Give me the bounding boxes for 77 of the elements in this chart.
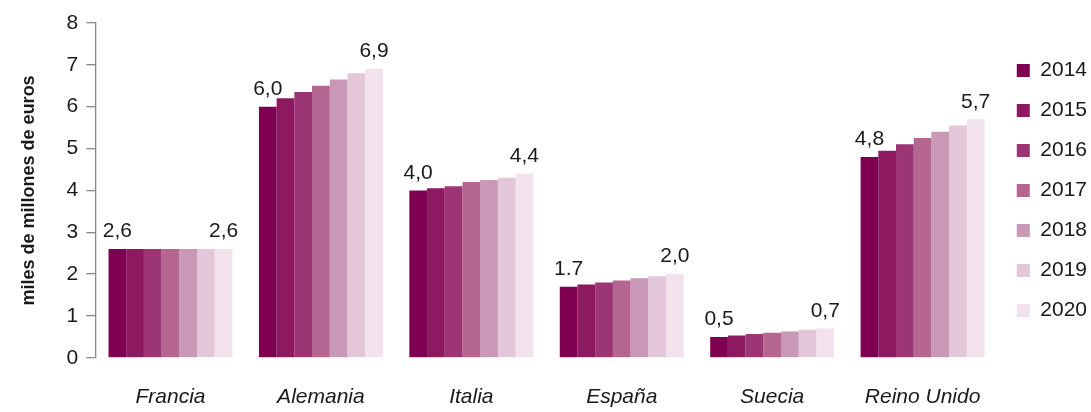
- bar: [612, 280, 631, 358]
- x-tick-label: Francia: [135, 384, 206, 408]
- bar: [409, 190, 428, 358]
- bar: [480, 179, 498, 358]
- legend-label: 2020: [1040, 297, 1087, 321]
- y-tick-label: 1: [66, 302, 79, 326]
- legend-label: 2016: [1040, 137, 1087, 161]
- data-label: 6,9: [359, 38, 389, 62]
- bar: [347, 73, 366, 358]
- y-tick-label: 7: [66, 51, 79, 75]
- y-tick-label: 6: [66, 93, 79, 117]
- data-label: 4,0: [403, 159, 433, 183]
- bar: [559, 286, 578, 358]
- y-tick-label: 4: [66, 177, 79, 201]
- bar: [878, 150, 897, 358]
- data-label: 0,7: [810, 297, 840, 321]
- bar: [949, 125, 967, 358]
- bar: [108, 248, 127, 358]
- bar: [913, 138, 932, 358]
- bar: [312, 85, 330, 358]
- bar: [860, 156, 879, 358]
- bar: [648, 276, 667, 358]
- bar: [179, 248, 198, 358]
- bar: [515, 173, 534, 358]
- y-tick-label: 5: [66, 135, 79, 159]
- data-label: 2,0: [660, 243, 690, 267]
- bar: [798, 329, 817, 358]
- bar: [462, 182, 481, 358]
- x-tick-label: España: [586, 384, 658, 408]
- legend-label: 2017: [1040, 177, 1087, 201]
- bar: [143, 248, 162, 358]
- bar: [896, 144, 914, 358]
- data-label: 1.7: [554, 255, 584, 279]
- x-tick-label: Reino Unido: [864, 384, 981, 408]
- bar: [595, 282, 613, 358]
- bar: [931, 131, 950, 358]
- x-tick-label: Suecia: [740, 384, 805, 408]
- bar: [577, 284, 596, 358]
- bar: [161, 248, 180, 358]
- data-label: 4,8: [854, 126, 885, 150]
- y-axis-title: miles de millones de euros: [17, 75, 38, 306]
- y-tick-label: 3: [66, 219, 79, 243]
- data-label: 2,6: [102, 218, 132, 242]
- x-tick-label: Italia: [449, 384, 494, 408]
- bar: [214, 248, 233, 358]
- bar: [126, 248, 144, 358]
- bar: [630, 278, 649, 358]
- data-label: 6,0: [253, 76, 283, 99]
- legend-label: 2019: [1040, 257, 1087, 281]
- x-tick-label: Alemania: [275, 384, 365, 408]
- bar: [329, 79, 348, 358]
- data-label: 2,6: [209, 218, 239, 242]
- bar: [497, 177, 516, 358]
- legend-label: 2018: [1040, 217, 1087, 241]
- bar: [444, 186, 463, 358]
- bar: [276, 98, 295, 358]
- bar: [427, 188, 445, 358]
- bar: [816, 328, 835, 358]
- bar: [763, 332, 782, 358]
- bar: [197, 248, 215, 358]
- legend-label: 2014: [1040, 57, 1088, 81]
- legend-label: 2015: [1040, 97, 1087, 121]
- bar: [745, 333, 764, 358]
- bar: [966, 119, 985, 358]
- y-tick-label: 0: [66, 344, 79, 368]
- bar: [727, 335, 746, 358]
- data-label: 4,4: [509, 142, 540, 166]
- data-label: 5,7: [961, 88, 991, 112]
- y-tick-label: 8: [66, 9, 79, 33]
- bar: [666, 274, 684, 358]
- y-tick-label: 2: [66, 260, 79, 284]
- bar: [365, 69, 383, 358]
- bar: [710, 336, 728, 358]
- data-label: 0,5: [704, 306, 734, 330]
- bar: [781, 331, 799, 358]
- bar: [258, 106, 277, 358]
- bar: [294, 92, 313, 358]
